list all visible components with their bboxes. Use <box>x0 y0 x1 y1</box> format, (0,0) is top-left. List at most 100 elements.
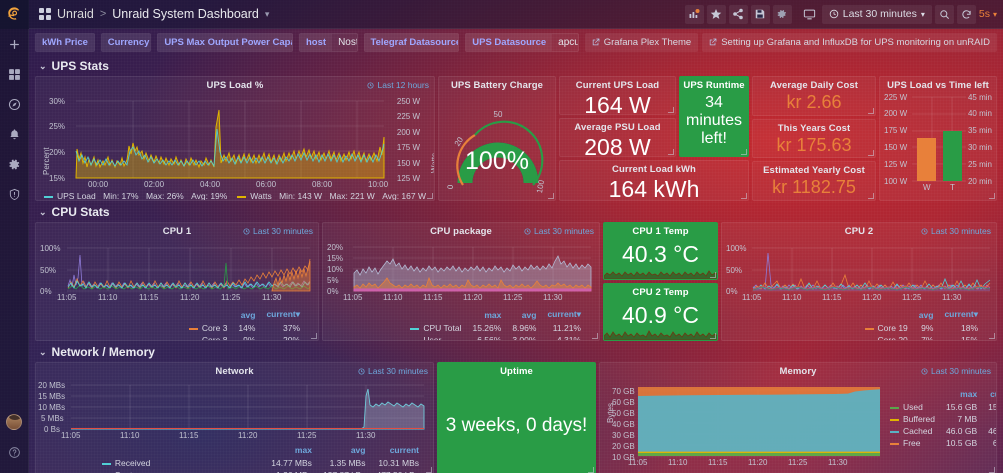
panel-resize-handle[interactable] <box>989 193 995 199</box>
panel-resize-handle[interactable] <box>989 467 995 473</box>
panel-this-years-cost[interactable]: This Years Cost kr 175.63 <box>752 118 876 159</box>
sidebar-item-configuration[interactable] <box>0 149 29 179</box>
panel-cpu2-temp[interactable]: CPU 2 Temp 40.9 °C <box>603 283 718 341</box>
chevron-down-icon[interactable]: ▾ <box>264 8 270 19</box>
variable-value[interactable]: Nostromo ▾ <box>332 34 356 51</box>
panel-average-daily-cost[interactable]: Average Daily Cost kr 2.66 <box>752 76 876 116</box>
legend-header-current[interactable]: current▾ <box>266 309 300 319</box>
panel-resize-handle[interactable] <box>868 150 874 156</box>
tv-mode-icon[interactable] <box>800 5 819 24</box>
panel-ups-runtime[interactable]: UPS Runtime 34 minutes left! <box>679 76 749 157</box>
panel-estimated-yearly-cost[interactable]: Estimated Yearly Cost kr 1182.75 <box>752 161 876 202</box>
legend-header-current[interactable]: current <box>389 445 419 455</box>
share-icon[interactable] <box>728 4 748 24</box>
legend-row[interactable]: Core 19 9% 18% <box>864 323 978 333</box>
grafana-logo-icon[interactable] <box>0 0 29 29</box>
variable-ups-max-output[interactable]: UPS Max Output Power Capacity (Watt) 865… <box>157 32 293 52</box>
panel-resize-handle[interactable] <box>592 333 598 339</box>
row-header-ups-stats[interactable]: ⌄ UPS Stats <box>39 58 997 74</box>
sidebar-item-alerting[interactable] <box>0 119 29 149</box>
sidebar-item-server-admin[interactable] <box>0 179 29 209</box>
panel-resize-handle[interactable] <box>868 193 874 199</box>
legend-row[interactable]: Core 8 9% 20% <box>188 335 300 340</box>
legend-row[interactable]: Sent 1.26 MBs 137.87 kBs 477.50 kBs <box>102 470 419 473</box>
panel-resize-handle[interactable] <box>668 149 674 155</box>
panel-resize-handle[interactable] <box>548 193 554 199</box>
variable-kwh-price[interactable]: kWh Price 0.65 ▾ <box>35 32 95 52</box>
legend-item-watts[interactable]: Watts Min: 143 W Max: 221 W Avg: 167 W <box>237 191 426 200</box>
dashboard-settings-icon[interactable] <box>772 4 792 24</box>
legend-header-current[interactable]: current <box>990 389 996 399</box>
legend-row[interactable]: Buffered 7 MB 7 MB <box>890 414 996 424</box>
panel-network[interactable]: Network Last 30 minutes 0 Bs 5 MBs 10 MB… <box>35 362 434 473</box>
panel-cpu2[interactable]: CPU 2 Last 30 minutes 0% 50% 100% <box>721 222 997 341</box>
panel-resize-handle[interactable] <box>426 467 432 473</box>
user-avatar[interactable] <box>0 407 29 437</box>
refresh-interval[interactable]: 5s <box>978 8 990 20</box>
sidebar-item-explore[interactable] <box>0 89 29 119</box>
variable-currency[interactable]: Currency kr ▾ <box>100 32 152 52</box>
dashboard-link-ups-monitoring[interactable]: Setting up Grafana and InfluxDB for UPS … <box>702 32 998 52</box>
panel-cpu1-temp[interactable]: CPU 1 Temp 40.3 °C <box>603 222 718 280</box>
panel-average-psu-load[interactable]: Average PSU Load 208 W <box>559 118 676 157</box>
panel-resize-handle[interactable] <box>668 107 674 113</box>
legend-row[interactable]: User 6.56% 3.00% 4.31% <box>410 335 581 340</box>
legend-row[interactable]: Free 10.5 GB 6.0 GB <box>890 438 996 448</box>
legend-row[interactable]: Received 14.77 MBs 1.35 MBs 10.31 MBs <box>101 458 419 468</box>
variable-value[interactable]: 0.65 ▾ <box>94 34 95 51</box>
add-panel-icon[interactable] <box>684 4 704 24</box>
panel-resize-handle[interactable] <box>311 333 317 339</box>
panel-resize-handle[interactable] <box>710 272 716 278</box>
legend-header-avg[interactable]: avg <box>521 309 537 320</box>
variable-telegraf-datasource[interactable]: Telegraf Datasource Telegraf ▾ <box>363 32 460 52</box>
sidebar-item-create[interactable] <box>0 29 29 59</box>
panel-resize-handle[interactable] <box>427 193 433 199</box>
save-icon[interactable] <box>750 4 770 24</box>
dashboards-folder-icon[interactable] <box>39 8 51 20</box>
panel-time-range[interactable]: Last 30 minutes <box>921 226 991 236</box>
legend-row[interactable]: CPU Total 15.26% 8.96% 11.21% <box>410 323 581 333</box>
panel-resize-handle[interactable] <box>741 149 747 155</box>
search-icon[interactable] <box>934 4 954 24</box>
panel-resize-handle[interactable] <box>710 333 716 339</box>
sidebar-item-dashboards[interactable] <box>0 59 29 89</box>
star-icon[interactable] <box>706 4 726 24</box>
panel-cpu-package[interactable]: CPU package Last 30 minutes 0% 5% 10% 15… <box>322 222 600 341</box>
panel-resize-handle[interactable] <box>989 333 995 339</box>
legend-header-avg[interactable]: avg <box>240 309 256 320</box>
legend-header-max[interactable]: max <box>960 389 978 399</box>
variable-host[interactable]: host Nostromo ▾ <box>299 32 358 52</box>
refresh-icon[interactable] <box>956 4 976 24</box>
chevron-down-icon[interactable]: ▾ <box>992 9 997 19</box>
row-header-network-memory[interactable]: ⌄ Network / Memory <box>39 344 997 360</box>
legend-header-current[interactable]: current▾ <box>944 309 978 319</box>
time-range-picker[interactable]: Last 30 minutes ▾ <box>821 4 932 24</box>
panel-time-range[interactable]: Last 30 minutes <box>921 366 991 376</box>
variable-ups-datasource[interactable]: UPS Datasource apcupsd-container ▾ <box>465 32 579 52</box>
legend-header-avg[interactable]: avg <box>350 445 366 455</box>
dashboard-link-plex-theme[interactable]: Grafana Plex Theme <box>584 32 699 52</box>
legend-header-max[interactable]: max <box>294 445 312 455</box>
panel-current-ups-load[interactable]: Current UPS Load 164 W <box>559 76 676 115</box>
panel-ups-load-vs-time-left[interactable]: UPS Load vs Time left 100 W 125 W 150 W … <box>879 76 997 201</box>
panel-ups-load[interactable]: UPS Load % Last 12 hours Percent Watts 1… <box>35 76 435 201</box>
panel-cpu1[interactable]: CPU 1 Last 30 minutes 0% 50% 100% <box>35 222 319 341</box>
legend-row[interactable]: Used 15.6 GB 15.6 GB <box>890 402 996 412</box>
legend-header-current[interactable]: current▾ <box>547 309 581 319</box>
legend-row[interactable]: Core 3 14% 37% <box>188 323 300 333</box>
row-header-cpu-stats[interactable]: ⌄ CPU Stats <box>39 204 997 220</box>
panel-time-range[interactable]: Last 30 minutes <box>358 366 428 376</box>
panel-time-range[interactable]: Last 30 minutes <box>243 226 313 236</box>
help-icon[interactable] <box>0 437 29 467</box>
legend-row[interactable]: Cached 46.0 GB 46.0 GB <box>890 426 996 436</box>
breadcrumb-root[interactable]: Unraid <box>57 7 94 21</box>
page-title[interactable]: Unraid System Dashboard <box>112 7 259 21</box>
panel-time-range[interactable]: Last 30 minutes <box>524 226 594 236</box>
legend-row[interactable]: Core 20 7% 15% <box>864 335 978 340</box>
panel-time-range[interactable]: Last 12 hours <box>367 80 429 90</box>
panel-memory[interactable]: Memory Last 30 minutes Bytes 10 GB 20 GB… <box>599 362 997 473</box>
panel-uptime[interactable]: Uptime 3 weeks, 0 days! <box>437 362 596 473</box>
legend-header-avg[interactable]: avg <box>918 309 934 320</box>
panel-resize-handle[interactable] <box>588 467 594 473</box>
variable-value[interactable]: apcupsd-container ▾ <box>552 34 578 51</box>
